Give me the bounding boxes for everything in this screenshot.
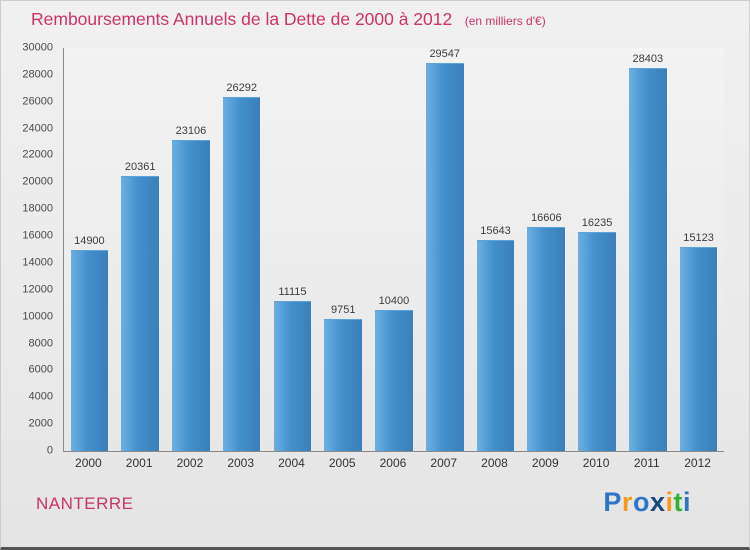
bar	[629, 68, 667, 451]
y-axis-label: 22000	[22, 148, 53, 161]
x-axis-label: 2005	[328, 456, 356, 470]
y-axis-label: 14000	[22, 256, 53, 269]
x-axis-label: 2010	[582, 456, 610, 470]
y-axis-label: 0	[46, 444, 53, 457]
bar	[578, 231, 616, 451]
chart-title: Remboursements Annuels de la Dette de 20…	[31, 9, 453, 29]
bar-value-label: 20361	[124, 161, 156, 174]
bar-slot: 28403	[622, 48, 673, 451]
bar-value-label: 26292	[226, 81, 257, 94]
bar-value-label: 15643	[480, 224, 511, 237]
x-axis-label: 2008	[481, 456, 508, 470]
bar-slot: 29547	[419, 48, 470, 451]
y-axis-label: 8000	[28, 337, 53, 350]
bar-value-label: 15123	[683, 231, 714, 244]
plot-area: 14900 20361 23106 26292 11115 9751 10400 29547 1…	[63, 48, 724, 452]
bar	[375, 310, 413, 451]
y-axis-label: 4000	[28, 390, 53, 403]
bars-container: 14900 20361 23106 26292 11115 9751 10400 29547 1…	[64, 48, 724, 451]
logo-letter: i	[682, 487, 691, 517]
bar-value-label: 10400	[378, 295, 410, 308]
y-axis-label: 12000	[22, 283, 53, 296]
bar-slot: 20361	[115, 48, 166, 451]
y-axis: 30000 28000 26000 24000 22000 20000 18000 16000…	[1, 42, 59, 456]
y-axis-label: 30000	[22, 41, 53, 54]
bar-value-label: 14900	[74, 234, 105, 247]
x-axis-label: 2007	[430, 456, 458, 470]
y-axis-label: 20000	[22, 175, 53, 188]
logo-letter: P	[603, 487, 622, 517]
city-label: NANTERRE	[36, 494, 134, 513]
bar-value-label: 23106	[175, 124, 207, 137]
logo-letter: t	[673, 487, 683, 517]
proxiti-logo: Proxiti	[603, 487, 691, 518]
chart-subtitle: (en milliers d'€)	[464, 14, 546, 28]
bar-value-label: 11115	[278, 285, 307, 298]
bar-slot: 15123	[673, 48, 724, 451]
bar	[121, 176, 159, 451]
bar	[476, 239, 515, 451]
bar-slot: 26292	[216, 48, 267, 451]
bar-value-label: 16606	[530, 211, 562, 224]
bar-slot: 10400	[369, 48, 420, 451]
logo-letter: i	[665, 487, 674, 517]
x-axis-label: 2009	[531, 456, 559, 470]
x-axis-label: 2003	[227, 456, 255, 470]
bar-slot: 11115	[267, 48, 318, 451]
y-axis-label: 6000	[28, 363, 53, 376]
chart-header: Remboursements Annuels de la Dette de 20…	[31, 9, 546, 30]
bar	[172, 139, 210, 451]
y-axis-label: 18000	[22, 202, 53, 215]
bar-value-label: 9751	[330, 304, 356, 317]
bar-value-label: 16235	[581, 216, 613, 229]
logo-letter: r	[621, 487, 633, 517]
bar-slot: 14900	[64, 48, 115, 451]
y-axis-label: 2000	[28, 417, 53, 430]
x-axis-label: 2001	[125, 456, 153, 470]
y-axis-label: 10000	[22, 310, 53, 323]
bar	[679, 246, 718, 451]
x-axis-label: 2012	[684, 456, 711, 470]
x-axis-label: 2006	[379, 456, 407, 470]
bar-slot: 16606	[521, 48, 572, 451]
bar	[70, 249, 109, 451]
y-axis-label: 16000	[22, 229, 53, 242]
x-axis-label: 2004	[278, 456, 305, 470]
y-axis-label: 24000	[22, 122, 53, 135]
bar	[324, 319, 362, 451]
logo-letter: o	[632, 487, 650, 517]
x-axis-label: 2011	[633, 456, 660, 470]
bar-value-label: 29547	[429, 48, 461, 60]
x-axis-label: 2002	[176, 456, 204, 470]
bar-slot: 16235	[572, 48, 623, 451]
x-axis-label: 2000	[75, 456, 102, 470]
bar-slot: 23106	[166, 48, 217, 451]
bar	[273, 300, 312, 451]
bar-slot: 15643	[470, 48, 521, 451]
bar-slot: 9751	[318, 48, 369, 451]
bar	[222, 96, 261, 451]
bar-value-label: 28403	[632, 53, 664, 66]
y-axis-label: 28000	[22, 68, 53, 81]
bar	[527, 226, 566, 451]
bar	[425, 63, 464, 451]
logo-letter: x	[649, 487, 666, 517]
y-axis-label: 26000	[22, 95, 53, 108]
x-axis: 2000 2001 2002 2003 2004 2005 2006 2007 2008 2009…	[63, 456, 723, 470]
